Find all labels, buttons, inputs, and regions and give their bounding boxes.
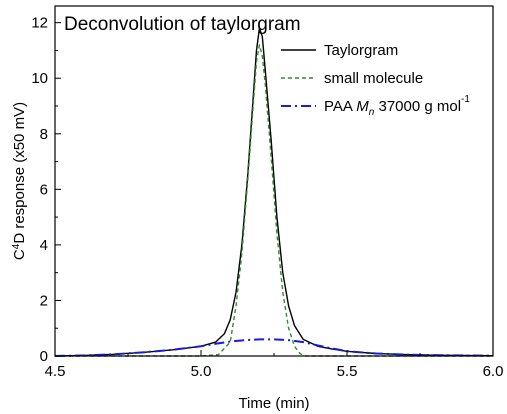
x-axis-label: Time (min) [238,395,309,412]
legend-label-part: n [369,107,375,118]
x-tick-label: 5.5 [337,363,358,380]
legend-label-1: small molecule [324,70,423,87]
series-line-1 [55,44,493,357]
legend: Taylorgram small molecule PAA Mn 37000 g m… [281,42,470,118]
y-axis-ticks: 0 2 4 6 8 10 12 [31,15,61,365]
legend-label-0: Taylorgram [324,42,398,59]
y-axis-label: C4D response (x50 mV) [11,102,29,260]
y-tick-label: 8 [40,126,48,143]
y-tick-label: 2 [40,292,48,309]
legend-label-part: -1 [461,94,470,105]
legend-label-2: PAA Mn 37000 g mol-1 [324,94,470,118]
series-layer [54,27,494,357]
y-axis-label-rest: D response (x50 mV) [11,102,28,244]
y-axis-label-sup: 4 [11,243,22,249]
legend-label-part: 37000 g mol [374,98,461,115]
legend-label-part: PAA [324,98,356,115]
y-tick-label: 4 [40,237,48,254]
y-tick-label: 0 [40,348,48,365]
series-line-0 [54,27,494,357]
x-tick-label: 4.5 [45,363,66,380]
legend-label-part: small molecule [324,70,423,87]
legend-label-part: M [356,98,369,115]
y-tick-label: 12 [31,15,48,32]
x-axis-ticks: 4.5 5.0 5.5 6.0 [45,350,504,380]
legend-label-part: Taylorgram [324,42,398,59]
x-tick-label: 5.0 [191,363,212,380]
chart-title: Deconvolution of taylorgram [64,14,301,35]
x-tick-label: 6.0 [483,363,504,380]
y-axis-label-c: C [11,249,28,260]
y-tick-label: 6 [40,181,48,198]
y-tick-label: 10 [31,70,48,87]
